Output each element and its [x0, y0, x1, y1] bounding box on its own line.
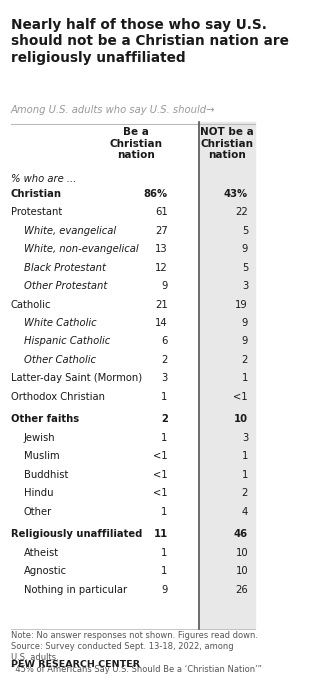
Text: 14: 14: [155, 318, 168, 328]
Text: Jewish: Jewish: [24, 433, 55, 443]
Text: Other faiths: Other faiths: [11, 414, 79, 425]
Text: 9: 9: [242, 244, 248, 254]
Text: 21: 21: [155, 300, 168, 309]
Text: 9: 9: [161, 281, 168, 291]
Text: White, evangelical: White, evangelical: [24, 226, 116, 236]
Text: Hindu: Hindu: [24, 488, 53, 498]
Text: 2: 2: [242, 488, 248, 498]
Text: Nothing in particular: Nothing in particular: [24, 584, 127, 595]
Text: NOT be a
Christian
nation: NOT be a Christian nation: [200, 127, 254, 161]
Text: Note: No answer responses not shown. Figures read down.
Source: Survey conducted: Note: No answer responses not shown. Fig…: [11, 630, 261, 674]
Text: Christian: Christian: [11, 189, 62, 199]
Text: 1: 1: [161, 566, 168, 576]
Text: 12: 12: [155, 263, 168, 272]
Text: Other Protestant: Other Protestant: [24, 281, 107, 291]
Text: 1: 1: [242, 373, 248, 383]
Text: Hispanic Catholic: Hispanic Catholic: [24, 336, 110, 346]
Text: 2: 2: [242, 355, 248, 365]
Text: Nearly half of those who say U.S.
should not be a Christian nation are
religious: Nearly half of those who say U.S. should…: [11, 18, 288, 65]
Text: Orthodox Christian: Orthodox Christian: [11, 392, 104, 402]
Text: 11: 11: [153, 529, 168, 539]
Text: 4: 4: [242, 507, 248, 517]
Text: 1: 1: [161, 547, 168, 558]
Text: PEW RESEARCH CENTER: PEW RESEARCH CENTER: [11, 660, 140, 669]
Text: 13: 13: [155, 244, 168, 254]
Text: 2: 2: [161, 355, 168, 365]
Bar: [199, 122, 255, 628]
Text: Agnostic: Agnostic: [24, 566, 67, 576]
Text: 5: 5: [242, 226, 248, 236]
Text: 22: 22: [235, 207, 248, 217]
Text: <1: <1: [233, 392, 248, 402]
Text: 3: 3: [242, 433, 248, 443]
Text: 1: 1: [161, 507, 168, 517]
Text: 9: 9: [242, 336, 248, 346]
Text: 26: 26: [235, 584, 248, 595]
Text: 10: 10: [234, 414, 248, 425]
Text: 46: 46: [234, 529, 248, 539]
Text: 3: 3: [162, 373, 168, 383]
Text: 9: 9: [161, 584, 168, 595]
Text: Black Protestant: Black Protestant: [24, 263, 105, 272]
Text: 1: 1: [242, 470, 248, 480]
Text: Among U.S. adults who say U.S. should→: Among U.S. adults who say U.S. should→: [11, 105, 215, 115]
Text: 2: 2: [161, 414, 168, 425]
Text: Catholic: Catholic: [11, 300, 51, 309]
Text: 1: 1: [161, 433, 168, 443]
Text: White Catholic: White Catholic: [24, 318, 96, 328]
Text: 27: 27: [155, 226, 168, 236]
Text: Buddhist: Buddhist: [24, 470, 68, 480]
Text: % who are ...: % who are ...: [11, 174, 76, 184]
Text: 1: 1: [242, 451, 248, 461]
Text: Protestant: Protestant: [11, 207, 62, 217]
Text: 9: 9: [242, 318, 248, 328]
Text: 61: 61: [155, 207, 168, 217]
Text: <1: <1: [153, 488, 168, 498]
Text: White, non-evangelical: White, non-evangelical: [24, 244, 138, 254]
Text: 10: 10: [236, 547, 248, 558]
Text: Religiously unaffiliated: Religiously unaffiliated: [11, 529, 142, 539]
Text: 3: 3: [242, 281, 248, 291]
Text: <1: <1: [153, 451, 168, 461]
Text: 19: 19: [235, 300, 248, 309]
Text: Other: Other: [24, 507, 52, 517]
Text: 43%: 43%: [224, 189, 248, 199]
Text: 5: 5: [242, 263, 248, 272]
Text: 1: 1: [161, 392, 168, 402]
Text: Other Catholic: Other Catholic: [24, 355, 95, 365]
Text: <1: <1: [153, 470, 168, 480]
Text: 10: 10: [236, 566, 248, 576]
Text: Muslim: Muslim: [24, 451, 59, 461]
Text: Be a
Christian
nation: Be a Christian nation: [109, 127, 162, 161]
Text: 86%: 86%: [144, 189, 168, 199]
Text: Atheist: Atheist: [24, 547, 59, 558]
Text: Latter-day Saint (Mormon): Latter-day Saint (Mormon): [11, 373, 142, 383]
Text: 6: 6: [161, 336, 168, 346]
